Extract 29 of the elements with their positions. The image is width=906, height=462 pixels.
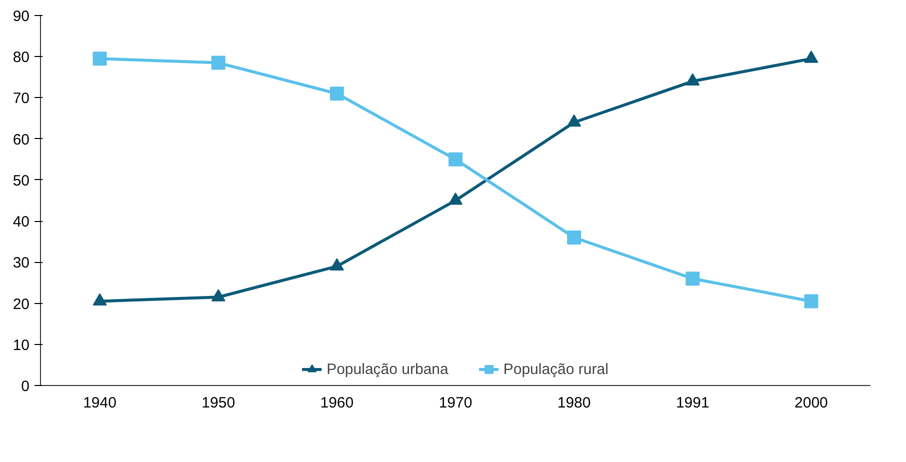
point bbox=[567, 230, 582, 244]
y-tick-label: 10 bbox=[12, 336, 30, 354]
y-tick-label: 80 bbox=[12, 49, 30, 66]
point bbox=[330, 86, 344, 101]
x-tick-label: 1950 bbox=[202, 394, 236, 412]
y-tick-label: 30 bbox=[12, 254, 30, 272]
point bbox=[92, 293, 107, 306]
point bbox=[448, 192, 462, 205]
y-tick-label: 90 bbox=[12, 8, 30, 25]
point bbox=[211, 56, 226, 70]
y-tick-label: 60 bbox=[12, 131, 30, 148]
x-tick-label: 1991 bbox=[676, 394, 710, 412]
legend-label: População rural bbox=[503, 360, 608, 378]
x-tick-label: 1980 bbox=[557, 394, 591, 412]
point bbox=[211, 289, 226, 302]
x-tick-label: 2000 bbox=[794, 394, 828, 412]
y-tick-label: 0 bbox=[21, 378, 30, 395]
y-tick-label: 50 bbox=[12, 172, 30, 190]
point bbox=[448, 152, 462, 166]
point bbox=[92, 52, 107, 66]
x-tick-label: 1940 bbox=[83, 394, 116, 412]
point bbox=[567, 114, 582, 127]
x-tick-label: 1970 bbox=[438, 394, 472, 412]
y-tick-label: 20 bbox=[12, 296, 30, 313]
y-tick-label: 70 bbox=[12, 90, 30, 108]
point bbox=[330, 258, 344, 271]
x-tick-label: 1960 bbox=[320, 394, 354, 412]
y-tick-label: 40 bbox=[12, 214, 30, 231]
legend-label: População urbana bbox=[326, 360, 448, 378]
